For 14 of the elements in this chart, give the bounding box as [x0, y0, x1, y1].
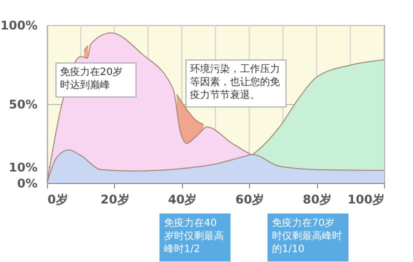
annotation: 免疫力在20岁时达到巅峰: [60, 66, 123, 91]
x-tick-label: 20岁: [100, 192, 130, 206]
y-tick-label: 100%: [0, 18, 38, 32]
annotation: 环境污染，工作压力等因素，也让您的免疫力节节衰退。: [190, 63, 280, 101]
y-tick-label: 0%: [17, 176, 38, 190]
y-tick-label: 50%: [8, 98, 38, 112]
x-tick-label: 80岁: [302, 192, 332, 206]
text: 免疫力在70岁时仅剩最高峰时的1/10: [272, 217, 342, 255]
x-tick-label: 60岁: [235, 192, 264, 206]
text: 免疫力在40岁时仅剩最高峰时1/2: [164, 217, 224, 255]
x-tick-label: 40岁: [168, 192, 197, 206]
y-tick-label: 10%: [8, 160, 38, 175]
x-tick-label: 100岁: [347, 192, 384, 206]
x-tick-label: 0岁: [48, 192, 68, 206]
